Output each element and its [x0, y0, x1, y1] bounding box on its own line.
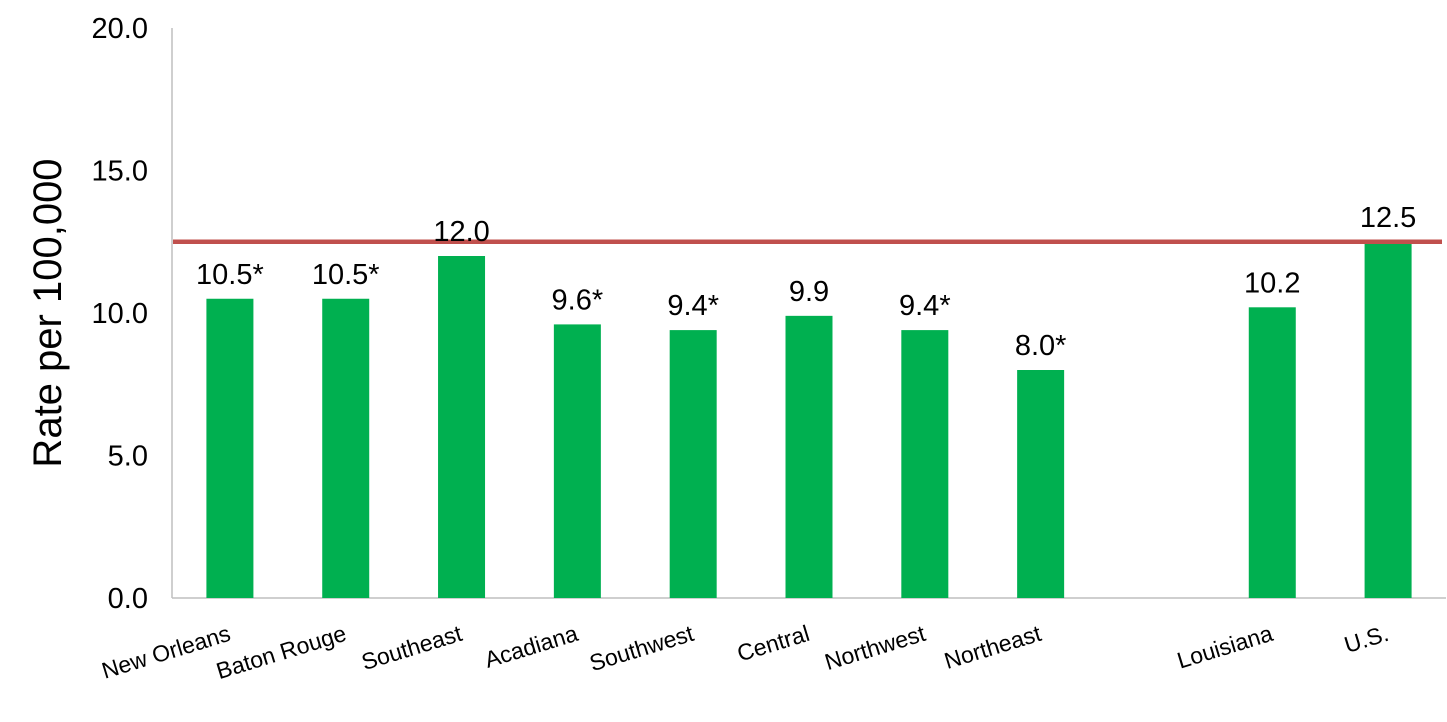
x-tick-label: Baton Rouge — [213, 620, 349, 684]
bars — [206, 241, 1412, 598]
bar — [1017, 370, 1065, 598]
data-label: 9.4* — [899, 290, 951, 322]
bar — [1248, 307, 1296, 598]
y-ticks: 0.0 5.0 10.0 15.0 20.0 — [92, 13, 148, 615]
bar — [553, 324, 601, 598]
data-label: 9.4* — [667, 290, 719, 322]
data-label: 9.9 — [789, 276, 829, 308]
x-tick-label: Southeast — [358, 620, 465, 675]
data-label: 8.0* — [1015, 330, 1067, 362]
x-tick-label: Southwest — [586, 620, 697, 676]
data-label: 10.5* — [312, 259, 380, 291]
data-label: 12.5 — [1360, 202, 1416, 234]
data-label: 10.5* — [196, 259, 264, 291]
bar — [669, 330, 717, 598]
bar — [785, 315, 833, 598]
data-labels: 10.5* 10.5* 12.0 9.6* 9.4* 9.9 9.4* 8.0* 10.2 12.… — [196, 202, 1416, 362]
y-tick-label: 5.0 — [108, 441, 148, 473]
bar — [322, 298, 370, 598]
bar — [206, 298, 254, 598]
x-tick-label: U.S. — [1341, 620, 1391, 658]
x-tick-label: New Orleans — [99, 620, 234, 684]
x-tick-label: Central — [734, 620, 813, 667]
bar — [1364, 241, 1412, 598]
x-tick-label: Northwest — [822, 620, 929, 675]
data-label: 10.2 — [1244, 267, 1300, 299]
x-tick-label: Northeast — [941, 620, 1045, 674]
bar — [438, 256, 486, 598]
y-tick-label: 10.0 — [92, 298, 148, 330]
x-tick-label: Louisiana — [1174, 620, 1276, 674]
y-axis-title: Rate per 100,000 — [26, 158, 70, 467]
data-label: 12.0 — [433, 216, 489, 248]
y-tick-label: 15.0 — [92, 156, 148, 188]
axes: Rate per 100,000 — [26, 28, 1446, 599]
x-tick-label: Acadiana — [481, 620, 581, 673]
bar — [901, 330, 949, 598]
y-tick-label: 0.0 — [108, 583, 148, 615]
data-label: 9.6* — [552, 284, 604, 316]
y-tick-label: 20.0 — [92, 13, 148, 45]
